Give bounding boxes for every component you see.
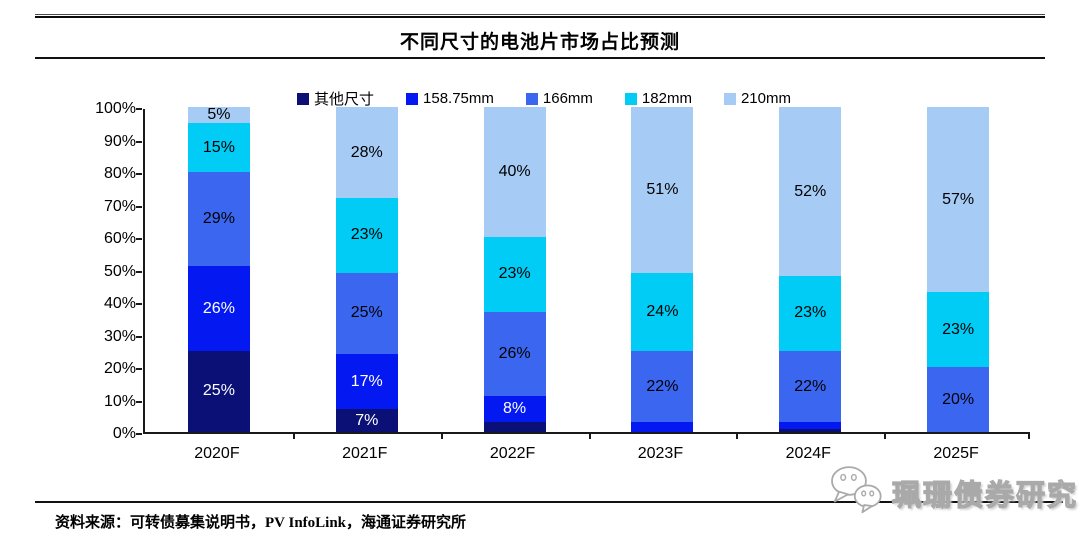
bar-segment: 26% <box>483 311 546 397</box>
bar-segment: 5% <box>187 106 250 124</box>
y-axis-tick-label: 70% <box>103 197 136 215</box>
legend-item: 182mm <box>624 90 692 107</box>
bar-segment: 28% <box>335 107 398 198</box>
legend-label: 158.75mm <box>423 90 494 107</box>
bar-segment: 8% <box>483 396 546 423</box>
y-axis-tick <box>136 433 142 435</box>
x-axis-category-label: 2025F <box>933 445 979 462</box>
bar-segment: 15% <box>187 123 250 172</box>
bar-segment <box>483 422 546 432</box>
y-axis-tick-label: 50% <box>103 262 136 280</box>
y-axis-tick-label: 100% <box>95 100 136 117</box>
top-divider <box>35 14 1045 18</box>
y-axis-tick <box>136 108 142 110</box>
title-divider <box>35 57 1045 59</box>
x-axis-tick <box>440 432 443 439</box>
chart-legend: 其他尺寸 158.75mm 166mm 182mm 210mm <box>297 88 791 109</box>
x-axis-category-label: 2024F <box>785 445 831 462</box>
chart-title: 不同尺寸的电池片市场占比预测 <box>399 32 680 53</box>
bar-segment: 23% <box>927 292 990 367</box>
bar-segment <box>779 428 842 432</box>
x-axis-category-label: 2022F <box>489 445 536 462</box>
y-axis-tick-label: 30% <box>103 327 136 345</box>
bar-segment: 57% <box>927 107 990 293</box>
brand-watermark: 珮珊债券研究 <box>828 464 1078 514</box>
bar-segment: 20% <box>927 367 990 432</box>
y-axis-tick-label: 60% <box>103 230 136 247</box>
legend-swatch-icon <box>723 92 736 105</box>
y-axis-tick <box>136 140 142 143</box>
bar-segment: 17% <box>335 354 398 410</box>
x-axis-tick <box>884 432 887 439</box>
bar-segment: 22% <box>779 350 842 423</box>
bar-segment: 29% <box>187 172 250 267</box>
bar-segment: 51% <box>631 107 694 273</box>
bar-segment: 23% <box>483 237 546 312</box>
y-axis-tick-label: 40% <box>103 295 136 312</box>
y-axis-tick-label: 10% <box>103 392 136 410</box>
source-note: 资料来源：可转债募集说明书，PV InfoLink，海通证券研究所 <box>55 511 466 532</box>
y-axis-tick <box>136 335 142 338</box>
y-axis-tick <box>136 205 142 208</box>
legend-item: 166mm <box>525 90 593 107</box>
brand-name: 珮珊债券研究 <box>891 479 1079 512</box>
bar-segment <box>631 422 694 432</box>
y-axis-tick <box>136 303 142 305</box>
y-axis-tick <box>136 400 142 403</box>
bar-segment: 7% <box>335 409 398 432</box>
x-axis-tick <box>588 432 591 439</box>
y-axis-tick-label: 0% <box>112 425 136 442</box>
bar-segment: 23% <box>335 198 398 273</box>
footer-divider <box>35 501 1063 503</box>
x-axis-category-label: 2021F <box>342 445 388 462</box>
bar-segment <box>779 422 842 429</box>
legend-item: 其他尺寸 <box>297 88 374 109</box>
stacked-bar-2022F: 8% 26% 23% 40% <box>483 107 546 432</box>
x-axis-category-label: 2023F <box>637 445 684 462</box>
legend-label: 182mm <box>641 90 692 107</box>
y-axis-tick-label: 90% <box>103 132 136 150</box>
legend-item: 210mm <box>723 90 791 107</box>
y-axis-tick <box>136 368 142 370</box>
bar-segment: 26% <box>187 266 250 351</box>
x-axis-tick <box>1028 432 1030 439</box>
legend-item: 158.75mm <box>406 90 494 107</box>
legend-label: 210mm <box>740 90 791 107</box>
y-axis-tick <box>136 270 142 273</box>
bar-segment: 24% <box>631 272 694 351</box>
x-axis-tick <box>292 432 295 439</box>
wechat-icon <box>831 466 882 514</box>
y-axis-tick <box>136 173 142 175</box>
stacked-bar-2025F: 20% 23% 57% <box>927 107 990 432</box>
legend-swatch-icon <box>525 92 538 105</box>
x-axis-tick <box>736 432 739 439</box>
bar-segment: 22% <box>631 350 694 423</box>
y-axis-tick <box>136 238 142 240</box>
y-axis-tick-label: 20% <box>103 360 136 377</box>
bar-segment: 25% <box>335 272 398 354</box>
legend-swatch-icon <box>297 92 309 105</box>
legend-swatch-icon <box>406 92 419 105</box>
stacked-bar-2021F: 7% 17% 25% 23% 28% <box>335 107 398 432</box>
source-text: 可转债募集说明书，PV InfoLink，海通证券研究所 <box>130 515 467 531</box>
bar-segment: 52% <box>779 107 842 276</box>
legend-label: 其他尺寸 <box>314 91 375 108</box>
stacked-bar-2024F: 22% 23% 52% <box>779 107 842 432</box>
bar-segment: 40% <box>483 107 546 237</box>
source-label: 资料来源： <box>55 515 131 531</box>
plot-area: 25% 26% 29% 15% 5% 7% 17% 25% 23% 28% 8% 26% 23% 40% 2… <box>143 106 1030 439</box>
y-axis-tick-label: 80% <box>103 165 136 182</box>
stacked-bar-2020F: 25% 26% 29% 15% 5% <box>187 106 250 432</box>
legend-label: 166mm <box>542 90 593 107</box>
legend-swatch-icon <box>624 92 637 105</box>
bar-segment: 25% <box>187 350 250 432</box>
stacked-bar-2023F: 22% 24% 51% <box>631 107 694 432</box>
bar-segment: 23% <box>779 276 842 351</box>
x-axis-category-label: 2020F <box>194 445 240 462</box>
